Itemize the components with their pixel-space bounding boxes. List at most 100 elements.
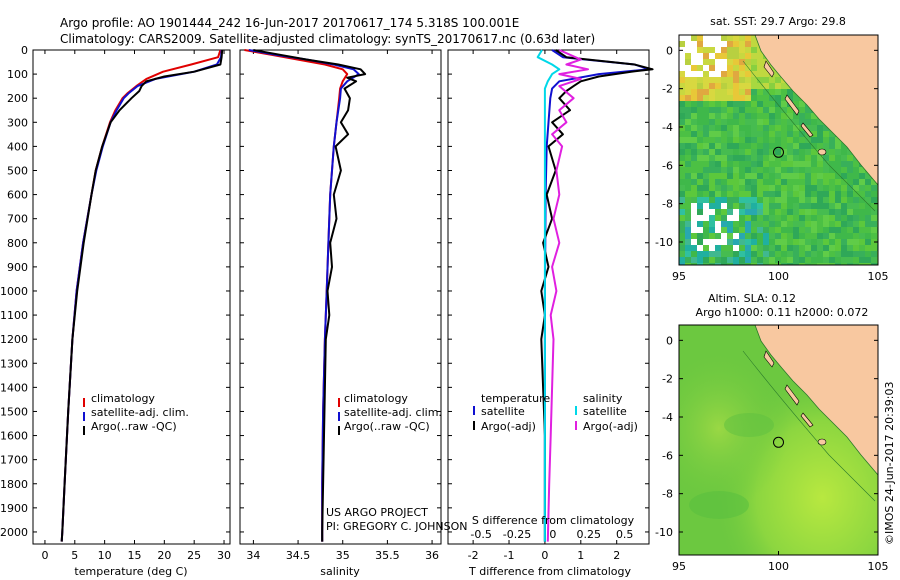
sst-cell: [691, 107, 697, 113]
sst-cell: [727, 203, 733, 209]
difference-x-axis: -2 -1 0 1 2 -0.5 -0.25 0 0.25 0.5: [468, 50, 633, 562]
sst-cell: [739, 59, 745, 65]
sst-cell: [721, 233, 727, 239]
sst-cell: [727, 71, 733, 77]
sst-cell: [853, 263, 859, 265]
sst-cell: [793, 233, 799, 239]
sst-cell: [781, 161, 787, 167]
sst-cell: [787, 263, 793, 265]
series-line-satellite-adj-clim: [60, 49, 223, 542]
sst-cell: [727, 125, 733, 131]
sst-cell: [751, 185, 757, 191]
sst-cell: [697, 179, 703, 185]
sst-cell: [727, 209, 733, 215]
sst-cell: [685, 59, 691, 65]
sst-map-axes: 95 100 105 0 -2 -4 -6 -8 -10: [655, 35, 889, 283]
sst-cell: [715, 119, 721, 125]
sst-cell: [775, 125, 781, 131]
sst-cell: [757, 179, 763, 185]
sst-cell: [853, 251, 859, 257]
sst-cell: [709, 161, 715, 167]
sst-cell: [865, 263, 871, 265]
sst-cell: [685, 167, 691, 173]
sst-cell: [811, 137, 817, 143]
sst-cell: [823, 257, 829, 263]
island-2: [784, 94, 800, 116]
sst-cell: [775, 257, 781, 263]
sst-cell: [781, 245, 787, 251]
sst-cell: [751, 89, 757, 95]
sst-cell: [829, 221, 835, 227]
sst-cell: [775, 137, 781, 143]
sst-cell: [817, 221, 823, 227]
sst-cell: [859, 209, 865, 215]
sst-cell: [697, 83, 703, 89]
sst-cell: [811, 161, 817, 167]
sst-cell: [739, 215, 745, 221]
sst-cell: [859, 245, 865, 251]
sst-cell: [829, 257, 835, 263]
sst-cell: [853, 191, 859, 197]
sst-cell: [679, 251, 685, 257]
sst-cell: [715, 137, 721, 143]
sst-cell: [787, 191, 793, 197]
sst-cell: [709, 83, 715, 89]
sst-cell: [697, 125, 703, 131]
sst-cell: [769, 107, 775, 113]
sst-cell: [697, 41, 703, 47]
lat-tick-label: -6: [662, 449, 673, 462]
sst-cell: [679, 227, 685, 233]
sst-cell: [805, 143, 811, 149]
sst-cell: [679, 65, 685, 71]
sst-cell: [739, 203, 745, 209]
sst-cell: [757, 263, 763, 265]
sst-cell: [745, 227, 751, 233]
sst-cell: [787, 239, 793, 245]
sst-cell: [787, 89, 793, 95]
sst-cell: [859, 227, 865, 233]
lat-tick-label: -8: [662, 198, 673, 211]
sst-cell: [793, 221, 799, 227]
sst-cell: [757, 167, 763, 173]
sst-cell: [697, 191, 703, 197]
sst-cell: [769, 239, 775, 245]
sst-cell: [835, 221, 841, 227]
sst-cell: [853, 215, 859, 221]
sst-cell: [745, 239, 751, 245]
sst-cell: [769, 257, 775, 263]
sst-cell: [745, 185, 751, 191]
sst-cell: [835, 263, 841, 265]
sst-cell: [769, 251, 775, 257]
sst-cell: [745, 35, 751, 41]
sst-cell: [727, 173, 733, 179]
sst-cell: [721, 95, 727, 101]
sst-cell: [763, 245, 769, 251]
sst-cell: [691, 77, 697, 83]
sst-cell: [709, 233, 715, 239]
sst-cell: [703, 65, 709, 71]
sst-cell: [775, 221, 781, 227]
t-difference-label: T difference from climatology: [468, 565, 631, 578]
sst-cell: [715, 131, 721, 137]
sst-cell: [793, 215, 799, 221]
sst-cell: [811, 239, 817, 245]
sst-cell: [745, 47, 751, 53]
sst-cell: [715, 125, 721, 131]
sst-cell: [691, 257, 697, 263]
sst-cell: [805, 197, 811, 203]
sst-cell: [709, 113, 715, 119]
sst-cell: [703, 239, 709, 245]
s-tick-label: 0: [549, 528, 556, 541]
sst-cell: [685, 89, 691, 95]
sst-cell: [709, 185, 715, 191]
sst-cell: [829, 263, 835, 265]
sst-cell: [775, 89, 781, 95]
sst-cell: [709, 35, 715, 41]
lon-tick-label: 100: [768, 560, 789, 573]
sst-cell: [739, 155, 745, 161]
sst-cell: [679, 71, 685, 77]
sst-cell: [805, 221, 811, 227]
sst-cell: [685, 263, 691, 265]
depth-tick-label: 300: [7, 116, 28, 129]
